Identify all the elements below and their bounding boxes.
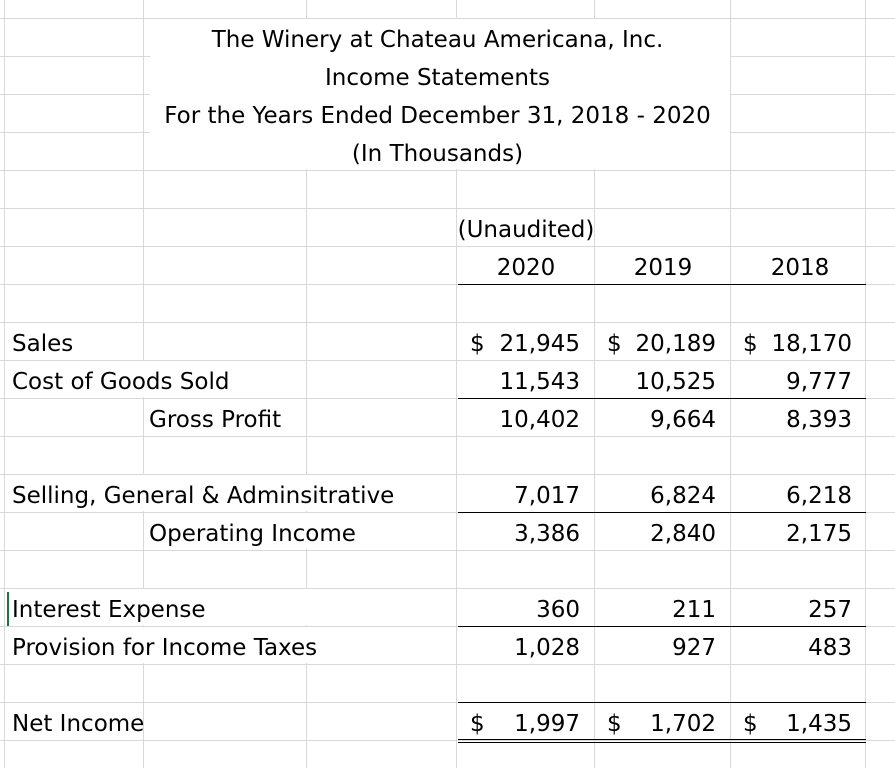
merged-title-area [150, 19, 730, 169]
row-label-sales: Sales [12, 331, 74, 357]
sales-2018: 18,170 [771, 331, 852, 357]
statement-units: (In Thousands) [351, 141, 524, 167]
overflow-mask [5, 475, 453, 511]
gridline [865, 0, 866, 768]
interest-2020: 360 [536, 597, 580, 623]
cogs-2018: 9,777 [786, 369, 852, 395]
overflow-mask [5, 361, 305, 397]
net-income-2019: 1,702 [650, 711, 716, 737]
sales-2019: 20,189 [635, 331, 716, 357]
gross-profit-2020: 10,402 [499, 407, 580, 433]
overflow-mask [144, 399, 304, 435]
overflow-mask [458, 209, 592, 245]
statement-title: Income Statements [325, 65, 550, 91]
currency-symbol: $ [470, 331, 485, 357]
gridline [730, 0, 731, 768]
subtotal-underline [458, 512, 866, 513]
gridline [0, 740, 895, 741]
currency-symbol: $ [743, 331, 758, 357]
overflow-mask [5, 627, 453, 663]
gridline [0, 626, 895, 627]
gridline [0, 208, 895, 209]
statement-period: For the Years Ended December 31, 2018 - … [164, 103, 711, 129]
currency-symbol: $ [743, 711, 758, 737]
operating-income-2020: 3,386 [514, 521, 580, 547]
cogs-2020: 11,543 [499, 369, 580, 395]
operating-income-2018: 2,175 [786, 521, 852, 547]
overflow-mask [144, 513, 454, 549]
row-label-cogs: Cost of Goods Sold [12, 369, 230, 395]
currency-symbol: $ [607, 331, 622, 357]
double-underline-top [458, 739, 866, 740]
year-header-2019: 2019 [633, 255, 693, 281]
row-label-operating-income: Operating Income [149, 521, 356, 547]
taxes-2019: 927 [672, 635, 716, 661]
row-label-sga: Selling, General & Adminsitrative [12, 483, 395, 509]
net-income-2020: 1,997 [514, 711, 580, 737]
double-underline-bottom [458, 742, 866, 743]
gridline [0, 18, 895, 19]
gross-profit-2018: 8,393 [786, 407, 852, 433]
gross-profit-2019: 9,664 [650, 407, 716, 433]
company-name: The Winery at Chateau Americana, Inc. [211, 27, 664, 53]
sga-2020: 7,017 [514, 483, 580, 509]
row-label-taxes: Provision for Income Taxes [12, 635, 318, 661]
interest-2018: 257 [808, 597, 852, 623]
gridline [0, 664, 895, 665]
header-underline [458, 284, 866, 285]
gridline [0, 246, 895, 247]
subtotal-underline [458, 626, 866, 627]
overflow-mask [5, 589, 453, 625]
total-overline [458, 702, 866, 703]
gridline [0, 512, 895, 513]
taxes-2018: 483 [808, 635, 852, 661]
gridline [0, 398, 895, 399]
interest-2019: 211 [672, 597, 716, 623]
gridline [4, 0, 5, 768]
gridline [0, 474, 895, 475]
sales-2020: 21,945 [499, 331, 580, 357]
unaudited-note: (Unaudited) [457, 217, 595, 243]
net-income-2018: 1,435 [786, 711, 852, 737]
row-label-interest: Interest Expense [12, 597, 206, 623]
gridline [0, 550, 895, 551]
operating-income-2019: 2,840 [650, 521, 716, 547]
gridline [0, 170, 895, 171]
gridline [594, 0, 595, 768]
row-label-net-income: Net Income [12, 711, 145, 737]
taxes-2020: 1,028 [514, 635, 580, 661]
sga-2018: 6,218 [786, 483, 852, 509]
gridline [0, 360, 895, 361]
gridline [0, 702, 895, 703]
cell-cursor [7, 592, 9, 626]
gridline [0, 436, 895, 437]
row-label-gross-profit: Gross Profit [149, 407, 282, 433]
subtotal-underline [458, 398, 866, 399]
sga-2019: 6,824 [650, 483, 716, 509]
gridline [0, 588, 895, 589]
gridline [0, 322, 895, 323]
gridline [456, 0, 457, 768]
year-header-2018: 2018 [770, 255, 830, 281]
gridline [306, 0, 307, 768]
currency-symbol: $ [470, 711, 485, 737]
currency-symbol: $ [607, 711, 622, 737]
cogs-2019: 10,525 [635, 369, 716, 395]
gridline [0, 284, 895, 285]
year-header-2020: 2020 [496, 255, 556, 281]
